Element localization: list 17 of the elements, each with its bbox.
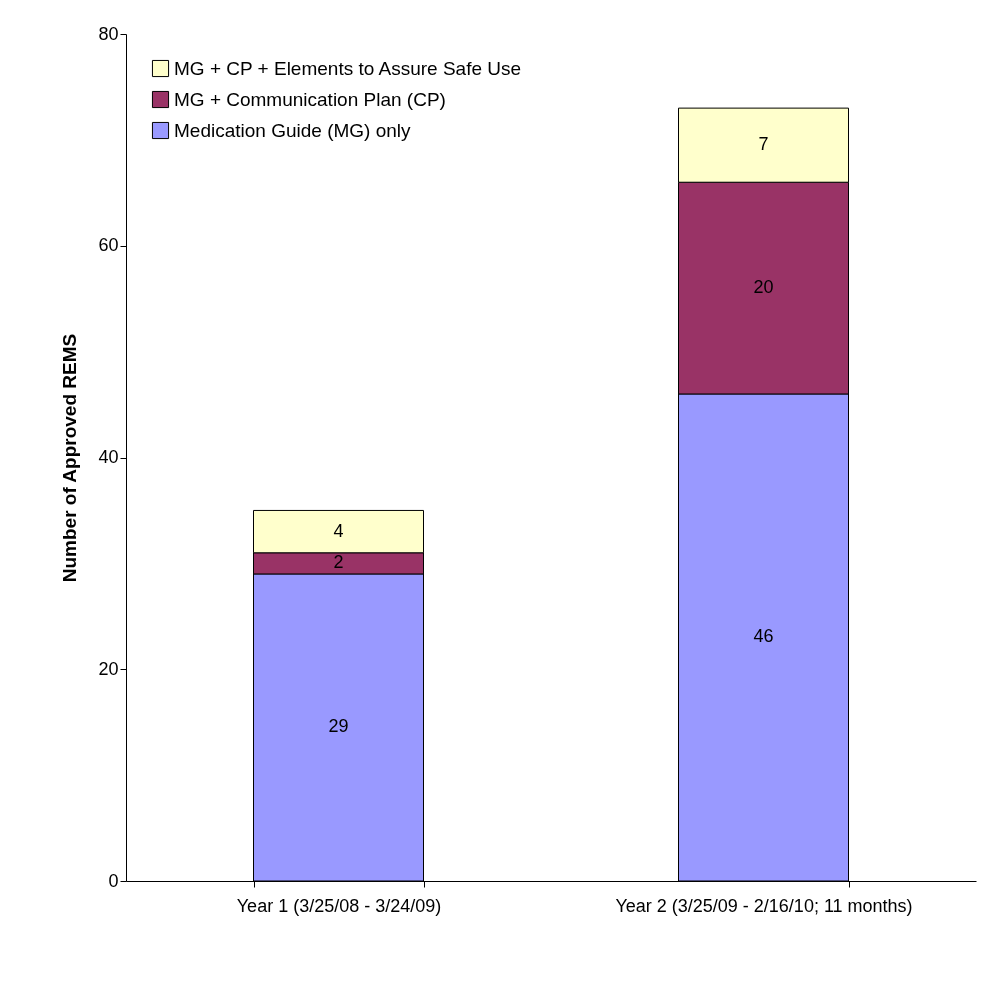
data-label: 29 bbox=[328, 716, 349, 737]
legend-label: Medication Guide (MG) only bbox=[174, 119, 412, 141]
x-tick-label: Year 1 (3/25/08 - 3/24/09) bbox=[236, 895, 442, 916]
legend-label: MG + Communication Plan (CP) bbox=[174, 88, 446, 110]
data-label: 4 bbox=[333, 520, 344, 541]
data-label: 2 bbox=[333, 552, 344, 573]
data-label: 7 bbox=[758, 134, 769, 155]
y-tick-label: 20 bbox=[98, 658, 119, 679]
y-tick-label: 40 bbox=[98, 447, 119, 467]
legend-label: MG + CP + Elements to Assure Safe Use bbox=[174, 57, 522, 79]
x-tick-label: Year 2 (3/25/09 - 2/16/10; 11 months) bbox=[615, 895, 913, 916]
data-label: 46 bbox=[753, 626, 774, 647]
data-label: 20 bbox=[753, 277, 774, 298]
y-tick-label: 0 bbox=[108, 870, 119, 891]
y-axis-title: Number of Approved REMS bbox=[59, 333, 81, 583]
y-tick-label: 80 bbox=[98, 23, 119, 44]
y-tick-label: 60 bbox=[98, 235, 119, 256]
